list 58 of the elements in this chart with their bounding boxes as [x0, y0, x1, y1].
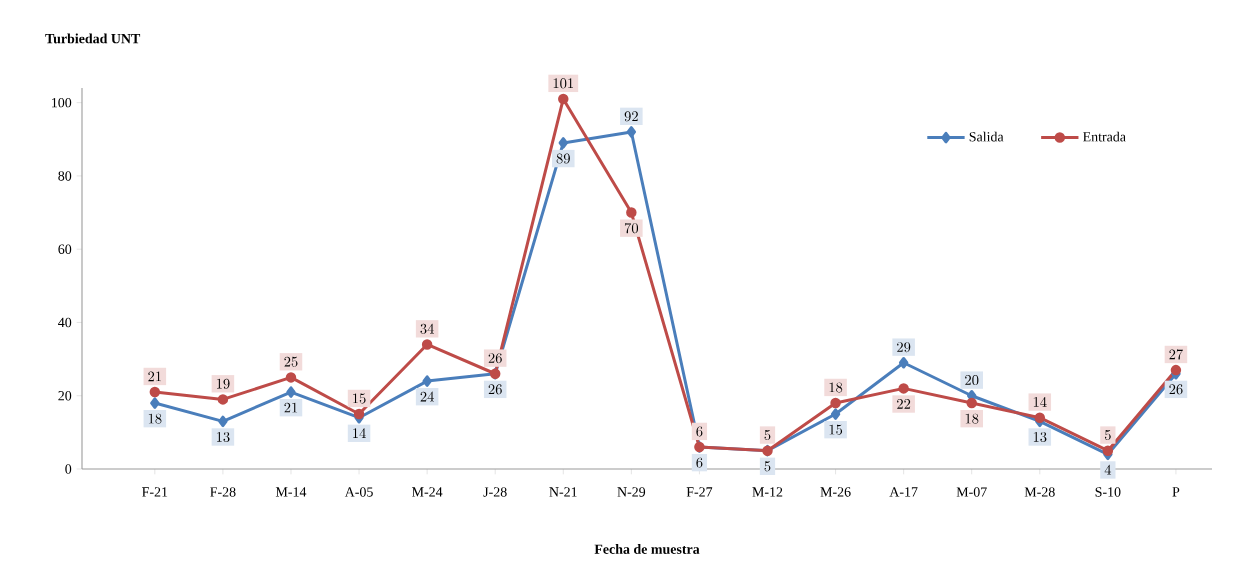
data-label: 15: [353, 393, 366, 404]
y-tick-label: 100: [52, 97, 72, 108]
data-label: 18: [148, 413, 162, 424]
x-tick-label: N-29: [617, 487, 646, 497]
data-label: 18: [829, 382, 843, 393]
data-label: 18: [965, 413, 979, 424]
data-label: 22: [897, 399, 911, 409]
x-tick-label: F-27: [686, 487, 713, 497]
y-tick-label: 0: [65, 464, 72, 474]
data-label: 15: [829, 424, 843, 435]
x-tick-label: A-17: [889, 487, 918, 497]
data-label: 26: [488, 384, 502, 395]
data-label: 13: [1033, 431, 1047, 442]
data-label: 5: [764, 461, 771, 472]
x-tick-label: M-28: [1024, 487, 1055, 497]
data-label: 24: [420, 391, 434, 402]
data-label: 29: [897, 342, 911, 353]
data-label: 26: [488, 353, 502, 364]
data-label: 13: [216, 431, 230, 442]
x-tick-label: S-10: [1095, 487, 1121, 497]
data-label: 14: [353, 428, 366, 439]
data-label: 89: [556, 153, 570, 164]
x-tick-label: M-14: [275, 487, 307, 497]
data-label: 4: [1104, 464, 1112, 475]
x-tick-label: M-07: [956, 487, 987, 497]
x-tick-label: F-28: [210, 487, 236, 497]
y-tick-label: 40: [58, 317, 72, 328]
data-label: 5: [764, 430, 771, 441]
x-tick-label: M-24: [412, 487, 443, 497]
legend-label: Entrada: [1083, 131, 1126, 142]
legend-label: Salida: [969, 131, 1004, 142]
data-label: 25: [284, 356, 298, 367]
x-axis-title: Fecha de muestra: [594, 544, 700, 554]
data-label: 20: [965, 375, 979, 386]
data-label: 92: [624, 111, 638, 122]
x-tick-label: M-12: [752, 487, 783, 497]
data-label: 6: [696, 426, 703, 437]
x-tick-label: J-28: [483, 487, 507, 497]
data-label: 101: [553, 78, 573, 89]
data-label: 21: [284, 402, 298, 413]
data-label: 34: [420, 323, 434, 334]
data-label: 14: [1033, 396, 1047, 407]
x-tick-label: M-26: [820, 487, 851, 497]
data-label: 27: [1169, 349, 1183, 360]
x-tick-label: F-21: [142, 487, 168, 497]
data-label: 5: [1104, 430, 1111, 441]
data-label: 21: [148, 371, 161, 382]
y-axis-title: Turbiedad UNT: [45, 33, 141, 44]
data-label: 6: [696, 457, 703, 468]
data-label: 70: [624, 223, 639, 234]
y-tick-label: 60: [58, 244, 72, 254]
data-label: 19: [216, 378, 230, 389]
x-tick-label: P: [1172, 487, 1180, 497]
data-label: 26: [1169, 384, 1183, 395]
y-tick-label: 20: [58, 391, 72, 401]
x-tick-label: A-05: [344, 487, 373, 497]
x-tick-label: N-21: [549, 487, 577, 497]
y-tick-label: 80: [58, 171, 72, 181]
